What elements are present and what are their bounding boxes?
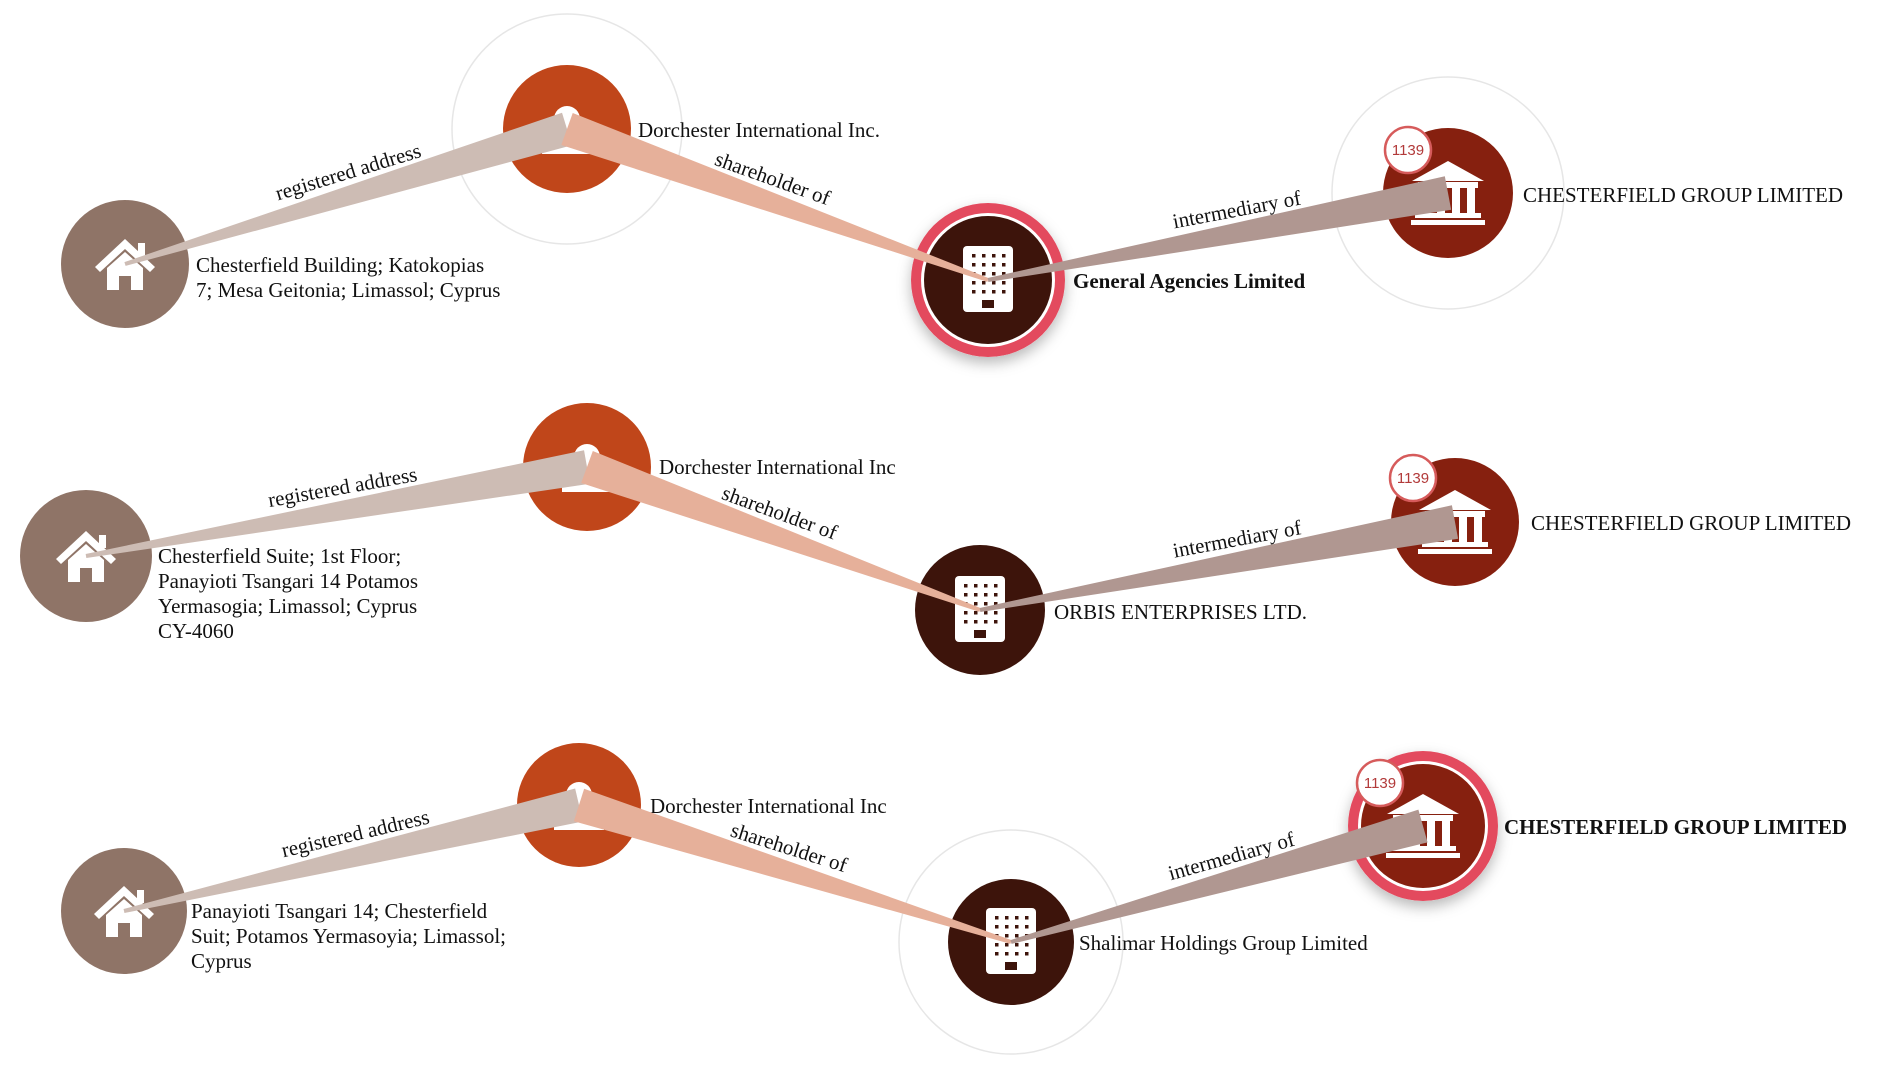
intermediary-label: CHESTERFIELD GROUP LIMITED	[1504, 815, 1847, 839]
edge-shareholder-of[interactable]	[561, 112, 989, 282]
edge-intermediary-of[interactable]	[987, 176, 1452, 282]
entity-label: Shalimar Holdings Group Limited	[1079, 931, 1368, 955]
edge-registered-address[interactable]	[123, 788, 583, 913]
intermediary-label: CHESTERFIELD GROUP LIMITED	[1523, 183, 1843, 207]
badge-count: 1139	[1392, 142, 1424, 159]
officer-label: Dorchester International Inc.	[638, 118, 880, 142]
badge-count: 1139	[1397, 470, 1429, 487]
edge-registered-address[interactable]	[124, 112, 572, 266]
address-label: Panayioti Tsangari 14; Chesterfield Suit;…	[191, 899, 506, 973]
relationship-path: 1139 Chesterfield Suite; 1st Floor; Panayi…	[20, 403, 1851, 675]
officer-label: Dorchester International Inc	[659, 455, 896, 479]
address-label-line: Yermasogia; Limassol; Cyprus	[158, 594, 417, 618]
badge-count: 1139	[1364, 775, 1396, 792]
intermediary-label: CHESTERFIELD GROUP LIMITED	[1531, 511, 1851, 535]
address-label-line: Panayioti Tsangari 14; Chesterfield	[191, 899, 488, 923]
edge-shareholder-of[interactable]	[581, 451, 981, 612]
edge-registered-address[interactable]	[85, 450, 590, 558]
edge-intermediary-of[interactable]	[979, 505, 1459, 612]
address-label-line: Chesterfield Suite; 1st Floor;	[158, 544, 401, 568]
officer-label: Dorchester International Inc	[650, 794, 887, 818]
edge-intermediary-of[interactable]	[1010, 809, 1428, 944]
count-badge[interactable]: 1139	[1388, 453, 1438, 503]
count-badge[interactable]: 1139	[1355, 758, 1405, 808]
count-badge[interactable]: 1139	[1383, 125, 1433, 175]
address-label-line: 7; Mesa Geitonia; Limassol; Cyprus	[196, 278, 500, 302]
entity-label: ORBIS ENTERPRISES LTD.	[1054, 600, 1307, 624]
address-label-line: Chesterfield Building; Katokopias	[196, 253, 484, 277]
address-label: Chesterfield Building; Katokopias 7; Mesa…	[196, 253, 500, 302]
entity-label: General Agencies Limited	[1073, 269, 1305, 293]
address-label-line: Cyprus	[191, 949, 252, 973]
address-label-line: Suit; Potamos Yermasoyia; Limassol;	[191, 924, 506, 948]
address-label: Chesterfield Suite; 1st Floor; Panayioti …	[158, 544, 418, 643]
edge-shareholder-of[interactable]	[573, 788, 1012, 944]
address-label-line: CY-4060	[158, 619, 234, 643]
address-label-line: Panayioti Tsangari 14 Potamos	[158, 569, 418, 593]
